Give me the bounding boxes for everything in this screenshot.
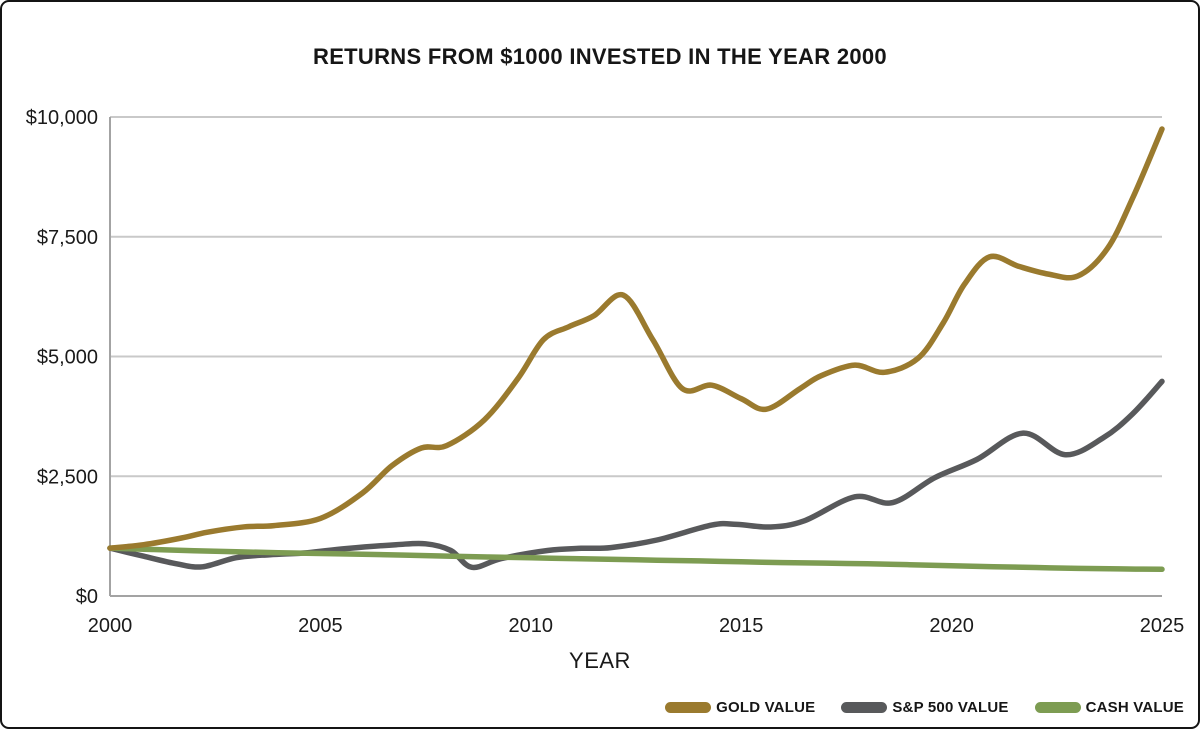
x-tick-label: 2005 bbox=[298, 615, 343, 637]
y-tick-label: $7,500 bbox=[37, 227, 98, 249]
y-tick-label: $0 bbox=[76, 586, 98, 608]
y-tick-label: $10,000 bbox=[26, 107, 98, 129]
legend-item-cash: CASH VALUE bbox=[1034, 699, 1184, 716]
legend-label-sp500: S&P 500 VALUE bbox=[892, 699, 1009, 716]
x-tick-label: 2015 bbox=[719, 615, 764, 637]
legend-label-gold: GOLD VALUE bbox=[716, 699, 816, 716]
legend-item-sp500: S&P 500 VALUE bbox=[841, 699, 1008, 716]
sp500-line-swatch bbox=[841, 702, 888, 713]
legend-label-cash: CASH VALUE bbox=[1085, 699, 1184, 716]
cash-line-swatch bbox=[1034, 702, 1081, 713]
legend: GOLD VALUE S&P 500 VALUE CASH VALUE bbox=[665, 699, 1184, 716]
y-tick-label: $5,000 bbox=[37, 347, 98, 369]
legend-item-gold: GOLD VALUE bbox=[665, 699, 815, 716]
line-chart-canvas: $0 $2,500 $5,000 $7,500 $10,000 2000 2005 2010 2… bbox=[26, 107, 1185, 637]
gold-line-swatch bbox=[665, 702, 712, 713]
y-tick-label: $2,500 bbox=[37, 466, 98, 488]
chart-title: RETURNS FROM $1000 INVESTED IN THE YEAR … bbox=[313, 44, 887, 69]
x-axis-title: YEAR bbox=[569, 648, 631, 673]
series-line-s-p-500-value bbox=[107, 378, 1165, 571]
x-tick-label: 2020 bbox=[929, 615, 974, 637]
x-tick-label: 2010 bbox=[509, 615, 554, 637]
x-tick-label: 2000 bbox=[88, 615, 133, 637]
x-tick-label: 2025 bbox=[1140, 615, 1185, 637]
series-line-gold-value bbox=[107, 126, 1165, 551]
series-line-cash-value bbox=[107, 545, 1165, 573]
